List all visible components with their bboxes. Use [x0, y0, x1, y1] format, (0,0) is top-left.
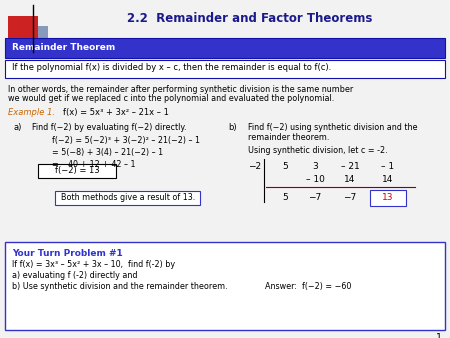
Text: 2.2  Remainder and Factor Theorems: 2.2 Remainder and Factor Theorems [127, 11, 373, 24]
Text: Example 1.: Example 1. [8, 108, 55, 117]
Text: If the polynomial f(x) is divided by x – c, then the remainder is equal to f(c).: If the polynomial f(x) is divided by x –… [12, 64, 331, 72]
Text: Using synthetic division, let c = -2.: Using synthetic division, let c = -2. [248, 146, 387, 155]
Text: 5: 5 [282, 162, 288, 171]
Text: b): b) [228, 123, 237, 132]
Text: a): a) [14, 123, 22, 132]
Bar [370, 190, 406, 206]
Text: Find f(−2) by evaluating f(−2) directly.: Find f(−2) by evaluating f(−2) directly. [32, 123, 186, 132]
Text: Answer:  f(−2) = −60: Answer: f(−2) = −60 [265, 282, 351, 291]
Text: – 10: – 10 [306, 175, 324, 184]
Text: −2: −2 [248, 162, 261, 171]
Text: 13: 13 [382, 193, 394, 202]
Text: f(−2) = 5(−2)³ + 3(−2)² – 21(−2) – 1: f(−2) = 5(−2)³ + 3(−2)² – 21(−2) – 1 [52, 136, 200, 145]
Text: f(x) = 5x³ + 3x² – 21x – 1: f(x) = 5x³ + 3x² – 21x – 1 [63, 108, 169, 117]
Text: 14: 14 [344, 175, 356, 184]
Text: Remainder Theorem: Remainder Theorem [12, 43, 115, 51]
Bar [38, 164, 116, 178]
Text: 1: 1 [436, 333, 442, 338]
Text: 5: 5 [282, 193, 288, 202]
Text: 3: 3 [312, 162, 318, 171]
Text: −7: −7 [343, 193, 356, 202]
Text: Find f(−2) using synthetic division and the: Find f(−2) using synthetic division and … [248, 123, 418, 132]
Text: a) evaluating f (-2) directly and: a) evaluating f (-2) directly and [12, 271, 138, 280]
Text: Your Turn Problem #1: Your Turn Problem #1 [12, 249, 123, 258]
Text: If f(x) = 3x³ – 5x² + 3x – 10,  find f(-2) by: If f(x) = 3x³ – 5x² + 3x – 10, find f(-2… [12, 260, 175, 269]
Bar [5, 38, 445, 58]
Bar [5, 60, 445, 78]
Text: = −40 + 12 + 42 – 1: = −40 + 12 + 42 – 1 [52, 160, 135, 169]
Text: In other words, the remainder after performing synthetic division is the same nu: In other words, the remainder after perf… [8, 85, 353, 94]
Text: Both methods give a result of 13.: Both methods give a result of 13. [61, 193, 195, 201]
Bar [5, 242, 445, 330]
Text: remainder theorem.: remainder theorem. [248, 133, 329, 142]
Text: f(−2) = 13: f(−2) = 13 [55, 166, 99, 174]
Text: – 21: – 21 [341, 162, 360, 171]
Bar [55, 191, 200, 205]
Bar [8, 16, 38, 38]
Text: = 5(−8) + 3(4) – 21(−2) – 1: = 5(−8) + 3(4) – 21(−2) – 1 [52, 148, 163, 157]
Bar [18, 26, 48, 48]
Text: 14: 14 [382, 175, 394, 184]
Text: – 1: – 1 [382, 162, 395, 171]
Text: b) Use synthetic division and the remainder theorem.: b) Use synthetic division and the remain… [12, 282, 228, 291]
Text: −7: −7 [308, 193, 322, 202]
Text: we would get if we replaced c into the polynomial and evaluated the polynomial.: we would get if we replaced c into the p… [8, 94, 334, 103]
